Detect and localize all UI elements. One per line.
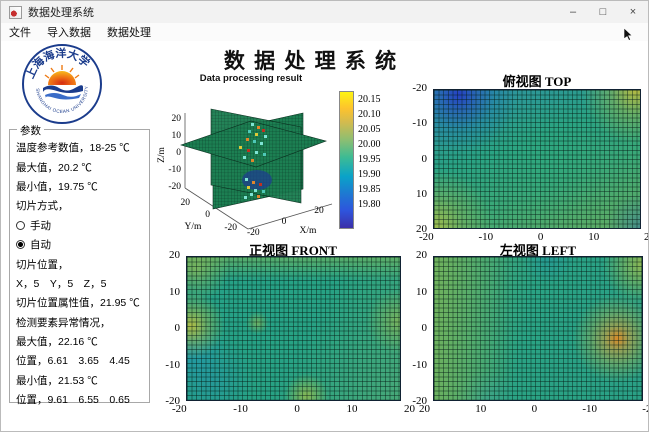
param-anomaly-max: 最大值，22.16 ℃: [16, 336, 98, 349]
title-bar: 数据处理系统 – □ ×: [1, 1, 648, 23]
mouse-cursor-icon: [623, 27, 633, 41]
university-logo: 上海海洋大学 SHANGHAI OCEAN UNIVERSITY: [22, 44, 102, 124]
x-tick: -20: [247, 228, 260, 238]
y-tick: 0: [205, 210, 210, 220]
y-tick: 20: [181, 198, 191, 208]
app-icon: [9, 5, 22, 19]
top-view-title: 俯视图 TOP: [502, 74, 572, 89]
top-view-yticks: -20 -10 0 10 20: [412, 82, 427, 235]
left-view-heatmap: [433, 256, 643, 401]
z-axis-label: Z/m: [157, 146, 167, 162]
menu-data-processing[interactable]: 数据处理: [107, 27, 151, 39]
parameters-panel: 参数 温度参考数值，18-25 ℃ 最大值，20.2 ℃ 最小值，19.75 ℃…: [9, 123, 150, 406]
menu-import-data[interactable]: 导入数据: [47, 27, 91, 39]
menu-bar: 文件 导入数据 数据处理: [1, 23, 648, 41]
param-slice-pos-label: 切片位置，: [16, 258, 69, 271]
anomaly-speckles: [239, 123, 267, 199]
radio-manual-circle[interactable]: [16, 220, 25, 230]
param-anomaly-max-pos: 位置，6.61 3.65 4.45: [16, 355, 130, 368]
param-slice-mode-label: 切片方式，: [16, 200, 69, 213]
front-view-xticks: -20 -10 0 10 20: [172, 403, 415, 415]
x-axis-label: X/m: [300, 226, 318, 236]
z-tick: 10: [172, 131, 182, 141]
param-slice-attr: 切片位置属性值，21.95 ℃: [16, 297, 140, 310]
maximize-button[interactable]: □: [599, 6, 607, 18]
front-view-title: 正视图 FRONT: [249, 243, 337, 258]
param-anomaly-label: 检测要素异常情况，: [16, 316, 111, 329]
z-tick: -20: [168, 182, 181, 192]
colorbar-tick: 20.10: [358, 109, 381, 120]
window-title: 数据处理系统: [28, 7, 94, 19]
colorbar-tick: 20.15: [358, 94, 381, 105]
colorbar-tick: 19.95: [358, 154, 381, 165]
window-controls: – □ ×: [558, 1, 648, 23]
front-view-heatmap: [186, 256, 401, 401]
colorbar-tick: 19.85: [358, 184, 381, 195]
left-view-yticks: 20 10 0 -10 -20: [412, 249, 427, 407]
colorbar-tick: 19.80: [358, 199, 381, 210]
colorbar: [339, 91, 354, 229]
panel-legend: 参数: [17, 123, 44, 138]
param-temp-range: 温度参考数值，18-25 ℃: [16, 142, 130, 155]
page-title: 数 据 处 理 系 统: [223, 49, 399, 73]
plot3d-slice-chart: 20 10 0 -10 -20 Z/m 20 0 -20 Y/m -20 0 2…: [157, 108, 333, 238]
close-button[interactable]: ×: [629, 6, 637, 18]
colorbar-tick: 19.90: [358, 169, 381, 180]
y-tick: -20: [224, 223, 237, 233]
colorbar-tick: 20.05: [358, 124, 381, 135]
radio-auto-label: 自动: [30, 239, 51, 252]
z-tick: -10: [168, 165, 181, 175]
low-value-region: [242, 170, 272, 190]
minimize-button[interactable]: –: [569, 6, 577, 18]
colorbar-tick: 20.00: [358, 139, 381, 150]
z-tick: 20: [172, 114, 182, 124]
radio-auto[interactable]: 自动: [16, 235, 144, 254]
param-slice-xyz: X，5 Y，5 Z，5: [16, 277, 107, 290]
left-view-title: 左视图 LEFT: [499, 243, 577, 258]
x-tick: 0: [282, 217, 287, 227]
menu-file[interactable]: 文件: [9, 27, 31, 39]
param-anomaly-min-pos: 位置，9.61 6.55 0.65: [16, 394, 130, 407]
x-tick: 20: [314, 206, 324, 216]
radio-manual-label: 手动: [30, 219, 51, 232]
param-min: 最小值，19.75 ℃: [16, 180, 98, 193]
z-tick: 0: [176, 148, 181, 158]
radio-manual[interactable]: 手动: [16, 216, 144, 235]
radio-auto-circle[interactable]: [16, 240, 25, 250]
param-max: 最大值，20.2 ℃: [16, 161, 92, 174]
plot3d-title: Data processing result: [199, 73, 303, 84]
top-view-heatmap: [433, 89, 641, 229]
param-anomaly-min: 最小值，21.53 ℃: [16, 374, 98, 387]
front-view-yticks: 20 10 0 -10 -20: [165, 249, 180, 407]
colorbar-labels: 20.15 20.10 20.05 20.00 19.95 19.90 19.8…: [358, 94, 381, 210]
y-axis-label: Y/m: [185, 222, 203, 232]
